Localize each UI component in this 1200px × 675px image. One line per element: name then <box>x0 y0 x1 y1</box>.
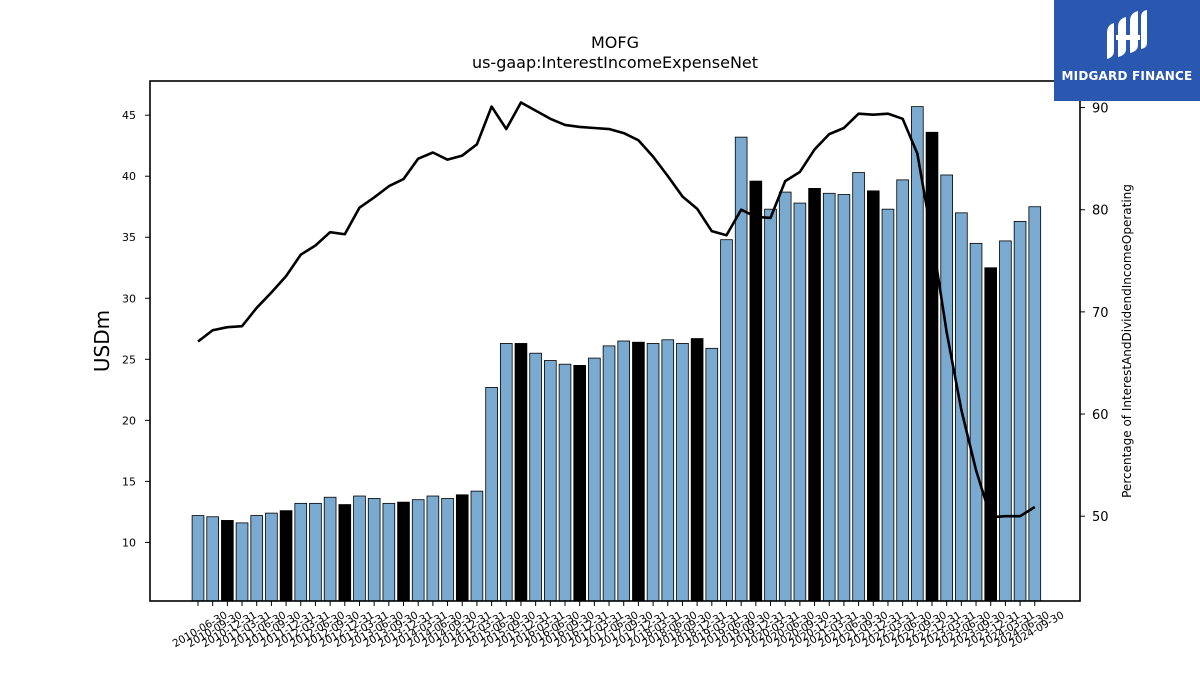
bar <box>822 192 836 602</box>
bar <box>1013 220 1027 602</box>
bar <box>676 343 689 602</box>
bar <box>764 208 777 602</box>
bar <box>837 194 851 602</box>
y-axis-label: USDm <box>90 310 114 372</box>
bar <box>529 352 542 602</box>
bar <box>221 520 234 602</box>
y2-tick-label: 80 <box>1092 204 1109 219</box>
bar <box>323 496 337 602</box>
bar <box>455 494 469 602</box>
bar <box>661 339 675 602</box>
y-tick-label: 30 <box>122 292 136 305</box>
bar <box>969 242 983 602</box>
bar <box>705 347 719 602</box>
bar <box>279 510 293 602</box>
bar <box>514 343 528 602</box>
bar <box>338 504 352 602</box>
bar <box>353 495 366 602</box>
bar <box>617 340 631 602</box>
bar <box>925 131 939 602</box>
y-tick-label: 15 <box>122 475 136 488</box>
bar <box>896 179 909 602</box>
bar <box>808 188 821 602</box>
bar <box>499 343 513 602</box>
bar <box>235 522 249 602</box>
y-tick-label: 25 <box>122 353 136 366</box>
brand-logo: MIDGARD FINANCE <box>1054 0 1200 101</box>
y2-tick-label: 50 <box>1092 510 1109 525</box>
bar <box>793 202 807 602</box>
y-tick-label: 40 <box>122 170 136 183</box>
plot-frame <box>149 80 1081 602</box>
bars-group <box>191 106 1042 602</box>
bar <box>265 512 278 602</box>
chart-subtitle: us-gaap:InterestIncomeExpenseNet <box>472 53 758 72</box>
bar <box>309 502 322 602</box>
brand-logo-text: MIDGARD FINANCE <box>1061 69 1193 83</box>
bar <box>720 239 733 602</box>
bar <box>734 136 748 602</box>
bar <box>881 208 895 602</box>
bar <box>191 515 205 602</box>
bar <box>588 357 601 602</box>
bar <box>411 499 425 602</box>
bar <box>558 363 572 602</box>
bar <box>485 386 498 602</box>
y2-tick-label: 90 <box>1092 102 1109 117</box>
bar <box>940 174 953 602</box>
bar <box>573 365 586 602</box>
bar <box>470 490 484 602</box>
bar <box>778 191 792 602</box>
axes-group: 101520253035404550607080902010-06-302010… <box>122 80 1109 650</box>
midgard-logo-icon <box>1107 10 1147 59</box>
chart-title: MOFG <box>591 33 639 52</box>
bar <box>984 267 998 602</box>
percentage-line <box>197 101 1036 519</box>
y-tick-label: 10 <box>122 536 136 549</box>
y2-tick-label: 70 <box>1092 306 1109 321</box>
y-tick-label: 35 <box>122 231 136 244</box>
bar <box>999 240 1012 602</box>
bar <box>250 515 264 602</box>
bar <box>690 338 704 602</box>
bar <box>397 501 410 602</box>
bar <box>632 341 645 602</box>
bar <box>544 360 557 602</box>
bar <box>441 498 454 602</box>
bar <box>1028 206 1042 602</box>
bar <box>294 502 308 602</box>
y2-tick-label: 60 <box>1092 408 1109 423</box>
y2-axis-label: Percentage of InterestAndDividendIncomeO… <box>1120 184 1134 498</box>
bar <box>426 495 440 602</box>
y-tick-label: 20 <box>122 414 136 427</box>
y-tick-label: 45 <box>122 109 136 122</box>
line-layer <box>197 101 1036 519</box>
bar <box>646 343 660 602</box>
bar <box>866 190 880 602</box>
bar <box>749 180 763 602</box>
bar <box>602 345 616 602</box>
bar <box>367 498 381 602</box>
bar <box>382 502 396 602</box>
bar <box>852 172 865 602</box>
bar <box>206 516 219 602</box>
